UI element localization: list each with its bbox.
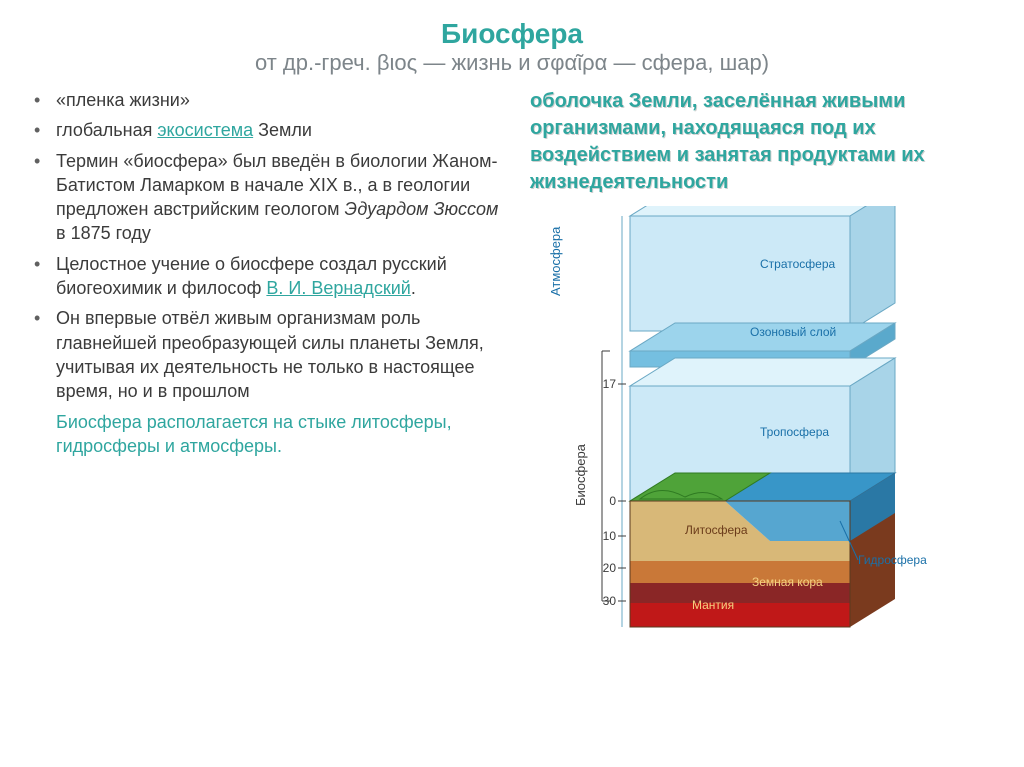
svg-text:Биосфера: Биосфера (573, 443, 588, 506)
columns: «пленка жизни» глобальная экосистема Земл… (30, 88, 994, 686)
svg-text:Гидросфера: Гидросфера (858, 553, 927, 567)
bullet-item: глобальная экосистема Земли (56, 118, 510, 142)
bullet-item: «пленка жизни» (56, 88, 510, 112)
svg-text:10: 10 (603, 529, 617, 543)
svg-text:Озоновый слой: Озоновый слой (750, 325, 836, 339)
diagram-svg: Стратосфера Озоновый слой Тропосфера Литосф… (530, 206, 960, 686)
bullet-item: Он впервые отвёл живым организмам роль г… (56, 306, 510, 403)
title-block: Биосфера от др.-греч. βιος — жизнь и σφα… (30, 18, 994, 76)
svg-text:Тропосфера: Тропосфера (760, 425, 829, 439)
bullet-item: Термин «биосфера» был введён в биологии … (56, 149, 510, 246)
svg-text:20: 20 (603, 561, 617, 575)
svg-text:30: 30 (603, 594, 617, 608)
svg-text:Земная кора: Земная кора (752, 575, 823, 589)
main-title: Биосфера (30, 18, 994, 50)
biosphere-diagram: Стратосфера Озоновый слой Тропосфера Литосф… (530, 206, 960, 686)
left-column: «пленка жизни» глобальная экосистема Земл… (30, 88, 510, 686)
right-column: оболочка Земли, заселённая живыми органи… (530, 88, 994, 686)
conclusion-text: Биосфера располагается на стыке литосфер… (30, 410, 510, 459)
svg-text:0: 0 (609, 494, 616, 508)
svg-text:Литосфера: Литосфера (685, 523, 748, 537)
bullet-list: «пленка жизни» глобальная экосистема Земл… (30, 88, 510, 404)
definition-text: оболочка Земли, заселённая живыми органи… (530, 88, 994, 196)
subtitle: от др.-греч. βιος — жизнь и σφαῖρα — сфе… (30, 50, 994, 76)
svg-text:Мантия: Мантия (692, 598, 734, 612)
svg-text:Стратосфера: Стратосфера (760, 257, 836, 271)
bullet-item: Целостное учение о биосфере создал русск… (56, 252, 510, 301)
svg-text:17: 17 (603, 377, 617, 391)
svg-text:Атмосфера: Атмосфера (548, 226, 563, 296)
